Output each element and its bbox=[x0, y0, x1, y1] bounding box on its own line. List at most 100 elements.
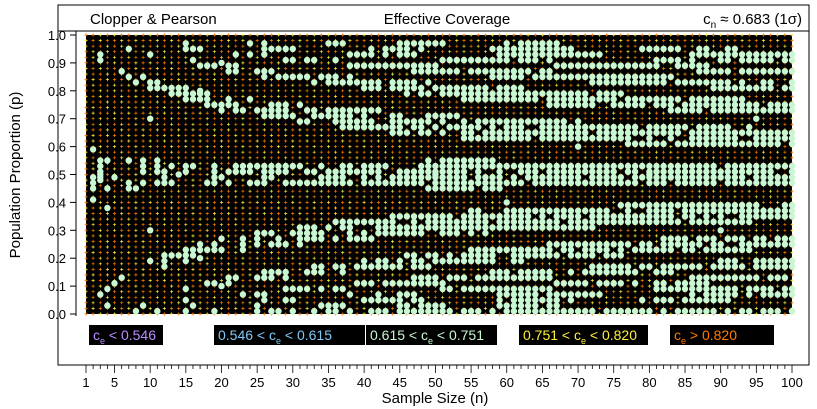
coverage-point bbox=[532, 45, 539, 53]
coverage-point bbox=[532, 90, 539, 97]
coverage-point bbox=[418, 229, 425, 237]
coverage-point bbox=[589, 162, 596, 170]
coverage-point bbox=[724, 68, 731, 75]
coverage-point bbox=[475, 118, 482, 125]
coverage-point bbox=[517, 207, 525, 214]
coverage-point bbox=[482, 174, 489, 181]
coverage-point bbox=[546, 296, 553, 304]
coverage-point bbox=[439, 185, 446, 192]
coverage-point bbox=[218, 174, 225, 181]
coverage-point bbox=[97, 171, 104, 178]
coverage-point bbox=[689, 162, 696, 170]
coverage-point bbox=[553, 174, 560, 181]
coverage-point bbox=[681, 246, 689, 253]
coverage-point bbox=[738, 218, 746, 226]
coverage-point bbox=[296, 229, 304, 237]
coverage-point bbox=[781, 285, 789, 293]
coverage-point bbox=[696, 123, 703, 131]
coverage-point bbox=[425, 79, 432, 86]
coverage-point bbox=[168, 179, 175, 187]
coverage-point bbox=[546, 274, 553, 281]
coverage-point bbox=[717, 207, 724, 214]
coverage-point bbox=[596, 280, 603, 287]
coverage-point bbox=[204, 62, 211, 69]
coverage-point bbox=[731, 107, 739, 114]
coverage-point bbox=[703, 308, 710, 315]
coverage-point bbox=[746, 218, 753, 226]
coverage-point bbox=[567, 252, 575, 259]
coverage-point bbox=[696, 96, 703, 103]
coverage-point bbox=[731, 274, 739, 281]
coverage-point bbox=[582, 51, 589, 58]
coverage-point bbox=[596, 263, 603, 270]
coverage-point bbox=[753, 257, 760, 265]
coverage-point bbox=[517, 268, 525, 276]
coverage-point bbox=[524, 135, 532, 142]
coverage-point bbox=[667, 263, 674, 270]
coverage-point bbox=[781, 101, 789, 109]
coverage-point bbox=[403, 84, 411, 92]
coverage-point bbox=[617, 62, 624, 69]
coverage-point bbox=[510, 224, 518, 231]
coverage-point bbox=[617, 123, 624, 131]
coverage-point bbox=[496, 224, 503, 231]
coverage-point bbox=[467, 213, 475, 220]
coverage-point bbox=[610, 308, 617, 315]
coverage-point bbox=[753, 129, 760, 136]
coverage-point bbox=[667, 285, 674, 293]
coverage-point bbox=[296, 224, 304, 231]
coverage-point bbox=[631, 174, 639, 181]
coverage-point bbox=[467, 90, 475, 97]
coverage-point bbox=[717, 263, 724, 270]
coverage-point bbox=[724, 202, 731, 209]
coverage-point bbox=[631, 308, 639, 315]
coverage-point bbox=[653, 268, 660, 276]
coverage-point bbox=[510, 285, 518, 293]
coverage-point bbox=[567, 129, 575, 136]
coverage-point bbox=[360, 62, 368, 69]
coverage-point bbox=[738, 162, 746, 170]
coverage-point bbox=[717, 218, 724, 226]
coverage-point bbox=[567, 101, 575, 109]
coverage-point bbox=[631, 62, 639, 69]
coverage-point bbox=[703, 123, 710, 131]
coverage-point bbox=[731, 140, 739, 147]
coverage-point bbox=[717, 51, 724, 58]
coverage-point bbox=[446, 123, 453, 131]
coverage-point bbox=[346, 168, 354, 175]
coverage-point bbox=[553, 213, 560, 220]
coverage-point bbox=[467, 285, 475, 293]
coverage-point bbox=[475, 257, 482, 265]
legend-label: 0.546 < ce < 0.615 bbox=[218, 327, 332, 346]
coverage-point bbox=[567, 96, 575, 103]
coverage-point bbox=[89, 185, 97, 192]
coverage-point bbox=[282, 56, 289, 64]
coverage-point bbox=[482, 157, 489, 164]
coverage-point bbox=[589, 252, 596, 259]
coverage-point bbox=[489, 308, 496, 315]
coverage-point bbox=[375, 291, 382, 298]
coverage-point bbox=[589, 96, 596, 103]
coverage-point bbox=[624, 168, 632, 175]
coverage-point bbox=[631, 129, 639, 136]
coverage-point bbox=[389, 84, 396, 92]
coverage-point bbox=[261, 112, 268, 120]
coverage-point bbox=[696, 168, 703, 175]
coverage-point bbox=[432, 257, 439, 265]
coverage-point bbox=[368, 218, 375, 226]
coverage-point bbox=[631, 202, 639, 209]
coverage-point bbox=[674, 107, 682, 114]
coverage-point bbox=[410, 291, 418, 298]
coverage-point bbox=[788, 107, 796, 114]
coverage-point bbox=[503, 40, 510, 47]
coverage-point bbox=[503, 285, 510, 293]
coverage-point bbox=[360, 107, 368, 114]
coverage-point bbox=[539, 207, 546, 214]
coverage-point bbox=[539, 68, 546, 75]
coverage-point bbox=[703, 62, 710, 69]
coverage-point bbox=[104, 157, 111, 164]
coverage-point bbox=[788, 168, 796, 175]
coverage-point bbox=[710, 241, 717, 248]
coverage-point bbox=[582, 291, 589, 298]
coverage-point bbox=[289, 56, 296, 64]
